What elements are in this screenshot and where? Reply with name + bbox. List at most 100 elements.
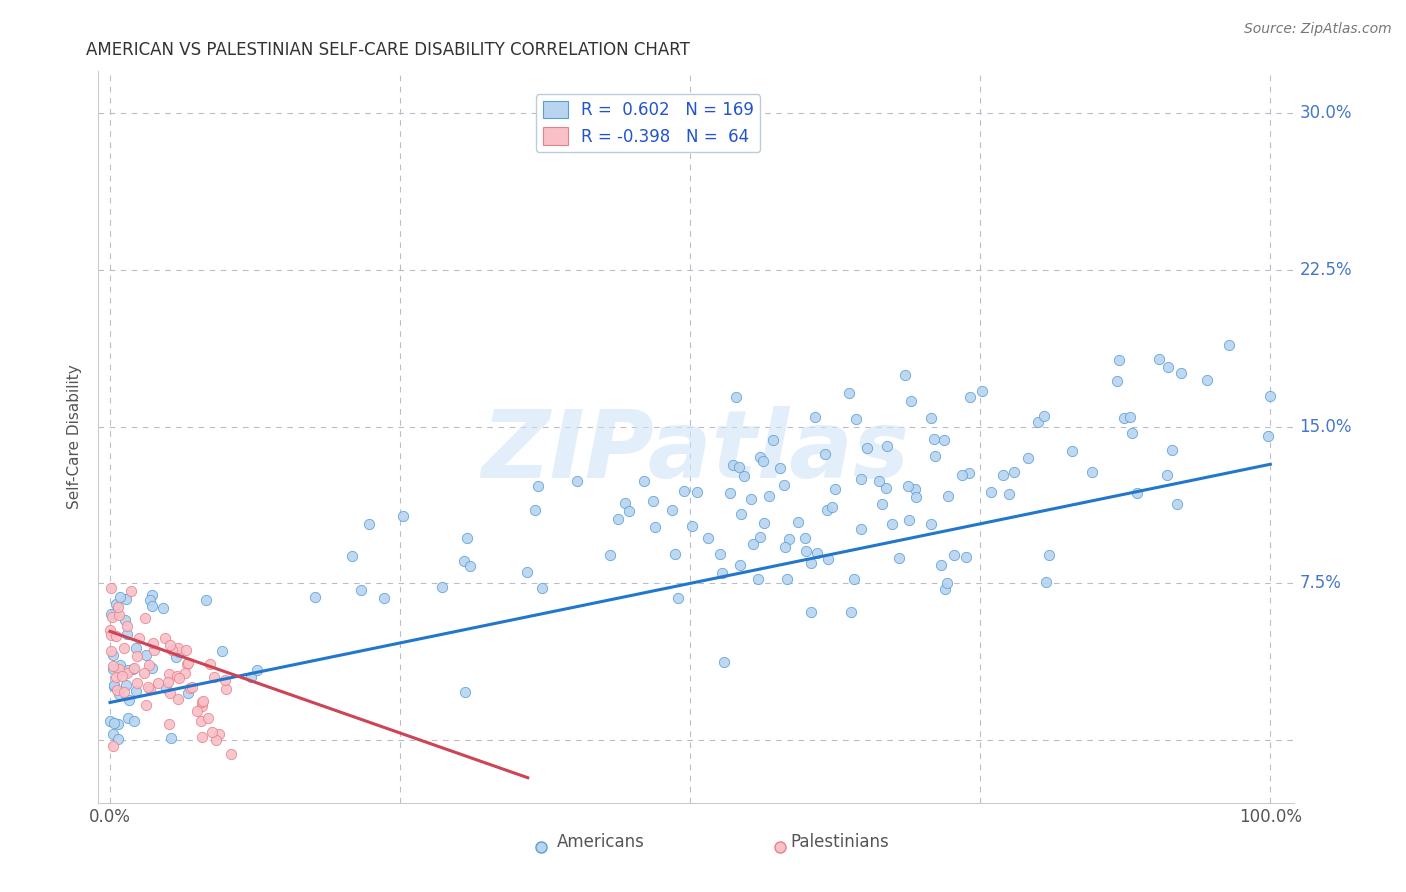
Point bbox=[897, 479, 920, 493]
Point bbox=[141, 588, 163, 602]
Point bbox=[103, 679, 125, 693]
Point bbox=[134, 611, 156, 625]
Point bbox=[194, 592, 217, 607]
Point bbox=[1257, 429, 1279, 443]
Point bbox=[124, 714, 146, 729]
Point bbox=[98, 623, 121, 637]
Point bbox=[105, 683, 128, 698]
Point bbox=[747, 572, 769, 586]
Point bbox=[666, 591, 689, 606]
Point bbox=[135, 698, 157, 712]
Point bbox=[644, 520, 666, 534]
Text: Americans: Americans bbox=[557, 833, 644, 851]
Point bbox=[565, 474, 588, 488]
Point bbox=[100, 628, 122, 642]
Point bbox=[934, 582, 956, 596]
Text: 15.0%: 15.0% bbox=[1299, 417, 1353, 435]
Y-axis label: Self-Care Disability: Self-Care Disability bbox=[67, 365, 83, 509]
Point bbox=[141, 599, 163, 613]
Point bbox=[932, 433, 955, 447]
Point bbox=[710, 566, 733, 580]
Point bbox=[152, 601, 174, 615]
Point bbox=[713, 655, 735, 669]
Point bbox=[240, 670, 263, 684]
Point bbox=[111, 669, 134, 683]
Point bbox=[115, 592, 138, 607]
Point bbox=[641, 493, 664, 508]
Point bbox=[392, 509, 415, 524]
Point bbox=[817, 552, 839, 566]
Point bbox=[681, 518, 703, 533]
Point bbox=[752, 516, 775, 531]
Point bbox=[800, 605, 823, 619]
Point bbox=[527, 479, 550, 493]
Point bbox=[613, 496, 636, 510]
Point bbox=[849, 472, 872, 486]
Point bbox=[733, 468, 755, 483]
Point bbox=[167, 671, 190, 685]
Point bbox=[181, 680, 204, 694]
Point bbox=[824, 483, 846, 497]
Point bbox=[107, 716, 129, 731]
Point bbox=[1156, 467, 1178, 482]
Point bbox=[104, 606, 127, 620]
Point bbox=[160, 643, 183, 657]
Point bbox=[100, 581, 122, 595]
Point bbox=[943, 548, 966, 562]
Point bbox=[432, 580, 454, 594]
Point bbox=[728, 558, 751, 572]
Point bbox=[619, 504, 641, 518]
Point bbox=[664, 547, 686, 561]
Point bbox=[959, 390, 981, 404]
Point bbox=[132, 666, 155, 681]
Point bbox=[1121, 425, 1143, 440]
Point bbox=[804, 409, 827, 424]
Point bbox=[922, 432, 945, 446]
Point bbox=[141, 636, 163, 650]
Point bbox=[633, 474, 655, 488]
Point bbox=[112, 684, 135, 698]
Point bbox=[524, 502, 547, 516]
Point bbox=[749, 530, 772, 544]
Point bbox=[723, 458, 745, 472]
Point bbox=[1026, 416, 1049, 430]
Point bbox=[215, 682, 238, 697]
Point bbox=[304, 590, 326, 604]
Point bbox=[125, 675, 148, 690]
Point bbox=[125, 683, 148, 698]
Point bbox=[905, 491, 928, 505]
Point bbox=[100, 644, 122, 658]
Point bbox=[758, 489, 780, 503]
Point bbox=[991, 467, 1014, 482]
Point bbox=[117, 664, 139, 678]
Point bbox=[373, 591, 395, 605]
Point bbox=[125, 648, 148, 663]
Point bbox=[146, 676, 169, 690]
Point bbox=[456, 531, 478, 545]
Point bbox=[1119, 410, 1142, 425]
Point bbox=[186, 704, 208, 718]
Point bbox=[167, 691, 190, 706]
Point bbox=[787, 515, 810, 529]
Point bbox=[197, 711, 219, 725]
Point bbox=[599, 549, 621, 563]
Point bbox=[115, 678, 138, 692]
Point bbox=[1062, 444, 1084, 458]
Point bbox=[167, 645, 190, 659]
Point bbox=[176, 657, 198, 671]
Point bbox=[221, 747, 243, 761]
Point bbox=[769, 460, 792, 475]
Point bbox=[167, 640, 190, 655]
Point bbox=[157, 675, 180, 690]
Point bbox=[794, 531, 817, 545]
Point bbox=[110, 590, 132, 604]
Point bbox=[955, 549, 977, 564]
Point bbox=[686, 484, 709, 499]
Point bbox=[200, 657, 222, 672]
Point bbox=[141, 661, 163, 675]
Point bbox=[122, 662, 145, 676]
Point bbox=[997, 487, 1019, 501]
Point bbox=[136, 681, 159, 695]
Point bbox=[105, 629, 128, 643]
Point bbox=[350, 582, 373, 597]
